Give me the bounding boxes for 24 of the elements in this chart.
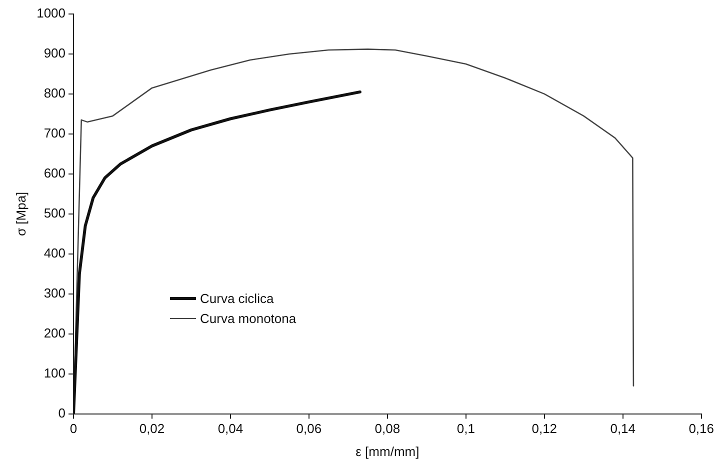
y-tick-label: 100 — [44, 365, 66, 380]
y-tick-label: 500 — [44, 205, 66, 220]
y-tick-label: 900 — [44, 46, 66, 61]
legend-label: Curva monotona — [200, 310, 296, 326]
x-tick-label: 0,14 — [610, 421, 636, 436]
x-tick-label: 0,06 — [296, 421, 322, 436]
y-tick-label: 600 — [44, 166, 66, 180]
y-tick-label: 300 — [44, 285, 66, 300]
x-tick-label: 0 — [70, 421, 78, 436]
x-tick-label: 0,16 — [688, 421, 714, 436]
y-tick-label: 0 — [58, 405, 66, 420]
x-tick-label: 0,08 — [374, 421, 400, 436]
y-tick-label: 400 — [44, 245, 66, 260]
x-axis-title: ε [mm/mm] — [356, 444, 420, 459]
legend-label: Curva ciclica — [200, 290, 274, 306]
y-tick-label: 1000 — [36, 6, 66, 21]
y-tick-label: 700 — [44, 126, 66, 141]
y-tick-label: 200 — [44, 325, 66, 340]
y-tick-label: 800 — [44, 86, 66, 101]
x-tick-label: 0,04 — [218, 421, 244, 436]
y-axis-title: σ [Mpa] — [13, 192, 28, 236]
x-tick-label: 0,02 — [139, 421, 165, 436]
x-tick-label: 0,12 — [532, 421, 558, 436]
x-tick-label: 0,1 — [456, 421, 475, 436]
